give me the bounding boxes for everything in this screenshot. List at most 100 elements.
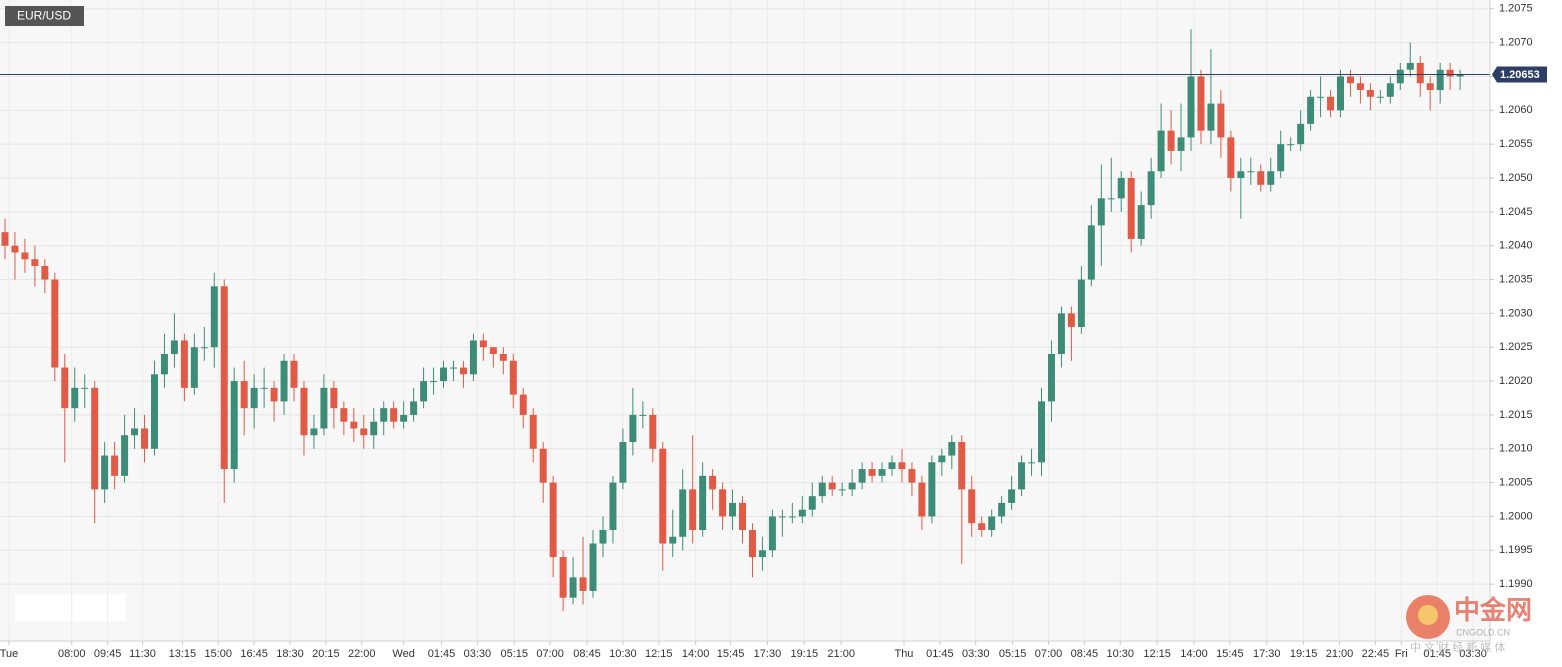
candle-body [81, 387, 89, 389]
x-tick-label: 14:00 [1180, 648, 1208, 660]
candle-body [1028, 462, 1036, 464]
watermark-logo-inner [1418, 605, 1438, 625]
candle-body [440, 367, 447, 382]
x-tick-label: 13:15 [169, 648, 197, 660]
watermark: 中金网 CNGOLD.CN 中 文 财 经 新 媒 体 [1406, 595, 1532, 654]
candle-body [639, 414, 647, 416]
candle-body [689, 489, 697, 530]
candle-body [1197, 76, 1205, 131]
candle-body [1396, 69, 1404, 84]
y-tick-label: 1.2010 [1499, 443, 1533, 455]
candle-body [599, 529, 607, 544]
candle-body [788, 516, 796, 518]
candle-body [858, 469, 866, 483]
candle-body [758, 550, 766, 558]
y-tick-label: 1.2015 [1499, 409, 1533, 421]
price-label: 1.20653 [1500, 69, 1540, 81]
candle-body [280, 360, 288, 402]
candle-body [31, 259, 39, 267]
candle-body [559, 557, 567, 598]
candle-body [1018, 462, 1026, 490]
candle-body [330, 387, 338, 409]
x-tick-label: 05:15 [501, 648, 529, 660]
candle-body [400, 414, 408, 422]
candle-body [220, 286, 228, 470]
x-tick-label: 08:45 [573, 648, 601, 660]
candle-body [1287, 144, 1295, 146]
candle-body [489, 347, 497, 355]
candle-body [629, 414, 637, 442]
candle-body [659, 448, 667, 544]
y-tick-label: 1.2070 [1499, 37, 1533, 49]
x-tick-label: 10:30 [609, 648, 637, 660]
x-tick-label: 21:00 [827, 648, 855, 660]
candle-body [459, 367, 467, 375]
candle-body [1187, 76, 1195, 138]
candle-body [1446, 69, 1454, 77]
watermark-brand: 中金网 [1454, 595, 1532, 625]
watermark-site: CNGOLD.CN [1456, 627, 1510, 637]
candle-body [390, 408, 398, 422]
y-tick-label: 1.2035 [1499, 273, 1533, 285]
candle-body [210, 286, 218, 348]
candle-body [380, 408, 388, 422]
candle-body [539, 448, 547, 483]
candle-body [131, 428, 139, 436]
candle-body [968, 489, 976, 524]
symbol-badge [5, 6, 84, 26]
candle-body [1257, 171, 1265, 185]
candle-body [1426, 83, 1434, 91]
x-tick-label: 05:15 [999, 648, 1027, 660]
candle-body [918, 482, 926, 517]
x-tick-label: 11:30 [129, 648, 156, 660]
candle-body [479, 340, 487, 348]
candle-body [1346, 76, 1354, 84]
x-tick-label: 15:45 [1216, 648, 1244, 660]
candle-body [61, 367, 69, 409]
candle-body [160, 354, 168, 375]
candle-body [1057, 313, 1065, 355]
candle-body [1157, 130, 1165, 172]
plot-background [0, 0, 1490, 641]
candle-body [1, 232, 9, 246]
x-tick-label: 15:45 [717, 648, 745, 660]
candle-body [1147, 171, 1155, 206]
candle-body [1067, 313, 1075, 327]
candle-body [1366, 90, 1374, 97]
y-tick-label: 1.2030 [1499, 307, 1533, 319]
y-tick-label: 1.2025 [1499, 341, 1533, 353]
candle-body [449, 367, 457, 369]
watermark-slogan: 中 文 财 经 新 媒 体 [1410, 640, 1505, 654]
candle-body [1436, 69, 1444, 91]
candle-body [1077, 279, 1085, 327]
x-tick-label: 19:15 [791, 648, 819, 660]
candle-body [1386, 83, 1394, 97]
x-tick-label: 09:45 [94, 648, 122, 660]
y-tick-label: 1.2075 [1499, 3, 1533, 15]
candle-body [270, 387, 278, 402]
x-tick-label: 17:30 [754, 648, 782, 660]
candle-body [898, 462, 906, 470]
candle-body [808, 496, 816, 510]
candle-body [1087, 225, 1095, 280]
x-tick-label: 01:45 [926, 648, 954, 660]
x-tick-label: 18:30 [276, 648, 304, 660]
candle-body [240, 381, 248, 409]
candle-body [250, 387, 258, 409]
candle-body [818, 482, 826, 497]
x-tick-label: 22:00 [348, 648, 376, 660]
candle-body [699, 475, 707, 530]
candle-body [958, 441, 966, 490]
candle-body [1406, 62, 1414, 70]
y-tick-label: 1.1995 [1499, 544, 1533, 556]
candle-body [350, 421, 358, 429]
candle-body [1107, 198, 1115, 200]
x-tick-label: Tue [0, 648, 18, 660]
x-tick-label: 08:45 [1071, 648, 1099, 660]
x-tick-label: 10:30 [1106, 648, 1134, 660]
candle-body [579, 577, 587, 591]
x-tick-label: 07:00 [1035, 648, 1063, 660]
y-tick-label: 1.2005 [1499, 477, 1533, 489]
